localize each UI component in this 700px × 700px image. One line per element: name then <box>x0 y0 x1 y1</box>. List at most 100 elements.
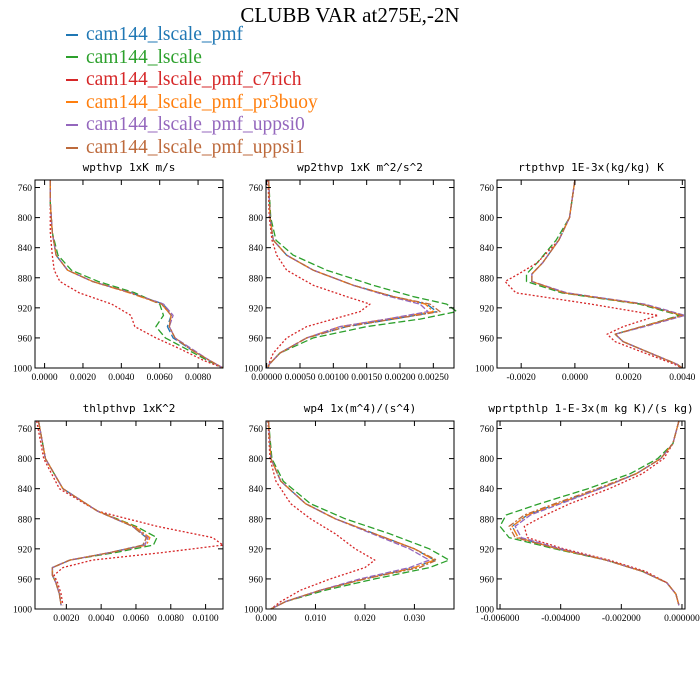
x-tick-label: 0.00000 <box>251 373 282 383</box>
x-tick-label: 0.0040 <box>108 373 134 383</box>
y-tick-label: 840 <box>18 485 33 495</box>
legend-label: cam144_lscale <box>86 46 202 68</box>
legend-item: cam144_lscale_pmf <box>66 24 318 47</box>
y-tick-label: 840 <box>480 485 495 495</box>
y-tick-label: 800 <box>18 455 33 465</box>
series-line <box>37 420 158 606</box>
x-tick-label: 0.00050 <box>285 373 316 383</box>
panel-title: wp2thvp 1xK m^2/s^2 <box>297 161 423 174</box>
plot-frame <box>34 420 224 610</box>
series-line <box>531 179 683 369</box>
series-line <box>531 179 686 369</box>
series-line <box>531 179 683 369</box>
series-line <box>504 179 683 369</box>
y-tick-label: 800 <box>249 455 264 465</box>
series-line <box>499 420 680 606</box>
y-tick-label: 920 <box>480 304 495 314</box>
legend-item: cam144_lscale_pmf_c7rich <box>66 69 318 92</box>
x-tick-label: 0.030 <box>404 614 426 624</box>
series-line <box>514 420 680 606</box>
x-tick-label: 0.0040 <box>88 614 114 624</box>
y-tick-label: 960 <box>480 334 495 344</box>
y-tick-label: 800 <box>480 455 495 465</box>
y-tick-label: 880 <box>18 274 33 284</box>
y-tick-label: 760 <box>480 425 495 435</box>
y-tick-label: 840 <box>249 485 264 495</box>
y-tick-label: 840 <box>249 244 264 254</box>
x-tick-label: 0.0020 <box>70 373 96 383</box>
series-line <box>267 179 429 369</box>
plot-frame <box>496 179 686 369</box>
legend-item: cam144_lscale_pmf_uppsi0 <box>66 114 318 137</box>
legend: cam144_lscale_pmf cam144_lscale cam144_l… <box>66 24 318 160</box>
series-line <box>49 180 224 369</box>
y-tick-label: 960 <box>18 575 33 585</box>
series-line <box>267 420 430 610</box>
legend-label: cam144_lscale_pmf <box>86 24 244 45</box>
x-tick-label: 0.0040 <box>669 373 695 383</box>
y-tick-label: 920 <box>249 545 264 555</box>
x-tick-label: 0.000 <box>255 614 277 624</box>
y-tick-label: 760 <box>249 425 264 435</box>
x-tick-label: 0.0000 <box>32 373 58 383</box>
legend-swatch <box>66 78 78 81</box>
legend-label: cam144_lscale_pmf_pr3buoy <box>86 91 318 113</box>
x-tick-label: -0.006000 <box>481 614 520 624</box>
y-tick-label: 800 <box>18 214 33 224</box>
panel-title: thlpthvp 1xK^2 <box>83 402 176 415</box>
legend-swatch <box>66 123 78 126</box>
series-line <box>267 420 376 610</box>
figure-title: CLUBB VAR at275E,-2N <box>240 3 460 27</box>
series-line <box>37 420 151 606</box>
y-tick-label: 760 <box>249 184 264 194</box>
y-tick-label: 1000 <box>13 365 32 375</box>
y-tick-label: 840 <box>480 244 495 254</box>
series-line <box>49 180 224 369</box>
series-line <box>37 420 149 606</box>
x-tick-label: 0.000000 <box>664 614 700 624</box>
series-line <box>531 179 683 369</box>
legend-item: cam144_lscale_pmf_pr3buoy <box>66 92 318 115</box>
y-tick-label: 880 <box>249 274 264 284</box>
y-tick-label: 1000 <box>475 606 494 616</box>
x-tick-label: -0.002000 <box>602 614 641 624</box>
plot-frame <box>34 179 224 369</box>
y-tick-label: 960 <box>249 334 264 344</box>
y-tick-label: 920 <box>480 545 495 555</box>
y-tick-label: 960 <box>249 575 264 585</box>
plot-frame <box>496 420 686 610</box>
series-line <box>37 420 148 606</box>
x-tick-label: 0.00250 <box>418 373 449 383</box>
y-tick-label: 920 <box>18 304 33 314</box>
y-tick-label: 1000 <box>475 365 494 375</box>
panel-title: wprtpthlp 1-E-3x(m kg K)/(s kg) <box>488 402 693 415</box>
series-line <box>508 420 680 606</box>
y-tick-label: 1000 <box>13 606 32 616</box>
y-tick-label: 760 <box>18 425 33 435</box>
y-tick-label: 800 <box>249 214 264 224</box>
y-tick-label: 800 <box>480 214 495 224</box>
y-tick-label: 880 <box>480 274 495 284</box>
series-line <box>525 179 683 369</box>
panel-title: wp4 1x(m^4)/(s^4) <box>304 402 417 415</box>
panel-title: rtpthvp 1E-3x(kg/kg) K <box>518 161 664 174</box>
panel-title: wpthvp 1xK m/s <box>83 161 176 174</box>
plot-frame <box>265 420 455 610</box>
x-tick-label: 0.00100 <box>318 373 349 383</box>
legend-label: cam144_lscale_pmf_uppsi0 <box>86 114 305 136</box>
x-tick-label: 0.0080 <box>158 614 184 624</box>
legend-item: cam144_lscale <box>66 47 318 70</box>
x-tick-label: 0.020 <box>354 614 376 624</box>
series-line <box>267 179 441 369</box>
y-tick-label: 1000 <box>244 365 263 375</box>
legend-item: cam144_lscale_pmf_uppsi1 <box>66 137 318 160</box>
y-tick-label: 960 <box>18 334 33 344</box>
series-line <box>267 420 438 610</box>
x-tick-label: -0.004000 <box>541 614 580 624</box>
x-tick-label: 0.00150 <box>351 373 382 383</box>
legend-label: cam144_lscale_pmf_c7rich <box>86 69 302 91</box>
series-line <box>267 420 450 610</box>
x-tick-label: 0.0080 <box>185 373 211 383</box>
legend-swatch <box>66 56 78 59</box>
